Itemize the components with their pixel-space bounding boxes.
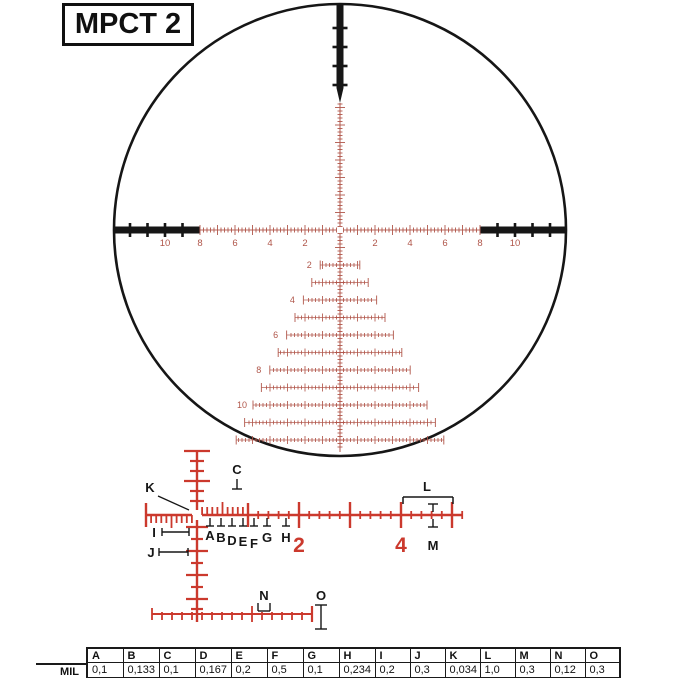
mil-value: 0,234	[338, 662, 376, 678]
axis-number: 6	[442, 238, 447, 249]
axis-number: 4	[407, 238, 412, 249]
mil-value: 0,5	[266, 662, 304, 678]
col-header: M	[514, 647, 551, 663]
dimension-letter: E	[239, 534, 248, 549]
mil-value: 0,2	[230, 662, 268, 678]
col-header: E	[230, 647, 268, 663]
col-header: C	[158, 647, 196, 663]
dimension-letter: C	[232, 462, 242, 477]
mil-value: 0,1	[302, 662, 340, 678]
col-header: J	[409, 647, 446, 663]
col-header: B	[122, 647, 160, 663]
dimension-letter: N	[259, 588, 268, 603]
mil-value: 0,034	[444, 662, 481, 678]
reticle-name: MPCT 2	[74, 8, 182, 40]
dimension-letter: L	[423, 479, 431, 494]
mil-value: 0,1	[86, 662, 124, 678]
mil-value: 0,167	[194, 662, 232, 678]
mil-value: 0,3	[409, 662, 446, 678]
scope-circle	[112, 2, 568, 458]
mil-value: 0,3	[584, 662, 621, 678]
dimension-letter: D	[227, 533, 236, 548]
mil-value: 0,133	[122, 662, 160, 678]
dimension-letter: B	[216, 530, 225, 545]
axis-number: 10	[510, 238, 521, 249]
dimension-letter: K	[145, 480, 155, 495]
tree-row-label: 2	[307, 260, 312, 270]
mil-value: 1,0	[479, 662, 516, 678]
left-post	[114, 226, 200, 234]
col-header: F	[266, 647, 304, 663]
mil-value: 0,2	[374, 662, 411, 678]
col-header: L	[479, 647, 516, 663]
col-header: O	[584, 647, 621, 663]
detail-mil-number: 2	[293, 534, 305, 557]
dimension-letter: M	[428, 538, 439, 553]
row-label-column: MIL	[36, 648, 86, 678]
col-header: H	[338, 647, 376, 663]
reticle-name-badge: MPCT 2	[62, 3, 194, 46]
mil-value: 0,12	[549, 662, 586, 678]
heavy-posts	[114, 5, 566, 237]
tree-row-label: 6	[273, 330, 278, 340]
axis-number: 2	[302, 238, 307, 249]
dimension-letter: G	[262, 530, 272, 545]
mil-value: 0,3	[514, 662, 551, 678]
mil-value: 0,1	[158, 662, 196, 678]
mil-table: A B C D E F G H I J K L M N O 0,1 0,133 0,1 0,167 0,2 0,5 0,1…	[86, 647, 621, 678]
tree-row-label: 10	[237, 400, 247, 410]
axis-number: 10	[160, 238, 171, 249]
mil-spec-table: MIL A B C D E F G H I J K L M N O 0,1 0,133 0,1 0,167 0,2 0,…	[36, 647, 621, 678]
col-header: K	[444, 647, 481, 663]
axis-number: 8	[477, 238, 482, 249]
axis-number: 8	[197, 238, 202, 249]
col-header: I	[374, 647, 411, 663]
col-header: N	[549, 647, 586, 663]
table-row-label: MIL	[36, 663, 86, 678]
main-crosshair: 2 2 4 4 6 6 8 8 10 10	[160, 103, 521, 452]
dimension-letter: F	[250, 536, 258, 551]
detail-mil-number: 4	[395, 534, 407, 557]
dimension-letter: A	[205, 528, 215, 543]
dimension-letter: J	[147, 545, 154, 560]
tree-row-label: 8	[256, 365, 261, 375]
axis-number: 4	[267, 238, 272, 249]
right-post	[480, 226, 566, 234]
axis-number: 6	[232, 238, 237, 249]
dimension-letter: H	[281, 530, 290, 545]
axis-number: 2	[372, 238, 377, 249]
tree-row-label: 4	[290, 295, 295, 305]
dimension-letter: I	[152, 525, 156, 540]
holdover-tree: 2 4 6 8 10	[235, 260, 445, 445]
dimension-annotations: A B C D E F G H IJ K L M N O	[145, 462, 454, 630]
col-header: A	[86, 647, 124, 663]
row-label-spacer	[36, 648, 86, 663]
dimension-letter: O	[316, 588, 326, 603]
col-header: G	[302, 647, 340, 663]
col-header: D	[194, 647, 232, 663]
top-post-taper	[336, 88, 344, 103]
